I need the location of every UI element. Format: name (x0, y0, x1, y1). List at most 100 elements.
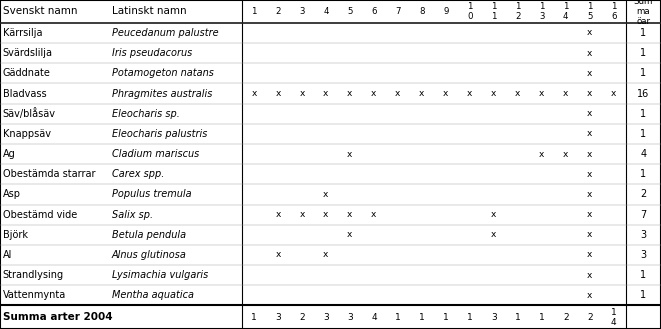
Text: 7: 7 (641, 210, 646, 220)
Text: x: x (587, 291, 592, 300)
Text: x: x (587, 49, 592, 58)
Text: x: x (275, 210, 281, 219)
Text: 1: 1 (515, 313, 521, 322)
Text: 1: 1 (641, 291, 646, 300)
Text: 1
0: 1 0 (467, 2, 473, 21)
Text: Cladium mariscus: Cladium mariscus (112, 149, 199, 159)
Text: 9: 9 (443, 7, 449, 16)
Text: 1: 1 (251, 313, 257, 322)
Text: Carex spp.: Carex spp. (112, 169, 165, 179)
Text: 1
6: 1 6 (611, 2, 617, 21)
Text: 16: 16 (637, 89, 650, 98)
Text: x: x (587, 69, 592, 78)
Text: x: x (467, 89, 473, 98)
Text: x: x (587, 210, 592, 219)
Text: x: x (347, 89, 352, 98)
Text: x: x (587, 250, 592, 260)
Text: 2: 2 (563, 313, 568, 322)
Text: 3: 3 (347, 313, 353, 322)
Text: Potamogeton natans: Potamogeton natans (112, 68, 214, 78)
Text: Björk: Björk (3, 230, 28, 240)
Text: 1: 1 (395, 313, 401, 322)
Text: x: x (587, 89, 592, 98)
Text: Obestämda starrar: Obestämda starrar (3, 169, 95, 179)
Text: Al: Al (3, 250, 12, 260)
Text: x: x (347, 230, 352, 239)
Text: Eleocharis palustris: Eleocharis palustris (112, 129, 208, 139)
Text: x: x (371, 210, 377, 219)
Text: x: x (539, 89, 545, 98)
Text: 3: 3 (275, 313, 281, 322)
Text: Kärrsilja: Kärrsilja (3, 28, 42, 38)
Text: Svärdslilja: Svärdslilja (3, 48, 53, 58)
Text: x: x (563, 89, 568, 98)
Text: Eleocharis sp.: Eleocharis sp. (112, 109, 180, 119)
Text: 1
1: 1 1 (491, 2, 496, 21)
Text: x: x (275, 89, 281, 98)
Text: 1
4: 1 4 (611, 308, 617, 327)
Text: Svenskt namn: Svenskt namn (3, 7, 77, 16)
Text: 3: 3 (299, 7, 305, 16)
Text: Säv/blåsäv: Säv/blåsäv (3, 108, 56, 119)
Text: x: x (491, 89, 496, 98)
Text: 3: 3 (323, 313, 329, 322)
Text: x: x (587, 29, 592, 38)
Text: 1: 1 (641, 48, 646, 58)
Text: 8: 8 (419, 7, 424, 16)
Text: Phragmites australis: Phragmites australis (112, 89, 212, 98)
Text: 7: 7 (395, 7, 401, 16)
Text: x: x (587, 230, 592, 239)
Text: Obestämd vide: Obestämd vide (3, 210, 77, 220)
Text: 1: 1 (641, 68, 646, 78)
Text: x: x (491, 210, 496, 219)
Text: Betula pendula: Betula pendula (112, 230, 186, 240)
Text: 5: 5 (347, 7, 353, 16)
Text: x: x (275, 250, 281, 260)
Text: 3: 3 (641, 230, 646, 240)
Text: 1: 1 (251, 7, 256, 16)
Text: 4: 4 (641, 149, 646, 159)
Text: x: x (491, 230, 496, 239)
Text: 1
3: 1 3 (539, 2, 545, 21)
Text: x: x (587, 150, 592, 159)
Text: Latinskt namn: Latinskt namn (112, 7, 186, 16)
Text: x: x (323, 190, 329, 199)
Text: x: x (323, 210, 329, 219)
Text: 1: 1 (539, 313, 545, 322)
Text: 3: 3 (641, 250, 646, 260)
Text: x: x (587, 170, 592, 179)
Text: x: x (419, 89, 424, 98)
Text: 1
2: 1 2 (515, 2, 521, 21)
Text: Ag: Ag (3, 149, 15, 159)
Text: 1: 1 (419, 313, 425, 322)
Text: x: x (587, 129, 592, 139)
Text: Gäddnate: Gäddnate (3, 68, 50, 78)
Text: Knappsäv: Knappsäv (3, 129, 51, 139)
Text: x: x (299, 89, 305, 98)
Text: Iris pseudacorus: Iris pseudacorus (112, 48, 192, 58)
Text: 1
4: 1 4 (563, 2, 568, 21)
Text: 1
5: 1 5 (587, 2, 592, 21)
Text: 1: 1 (467, 313, 473, 322)
Text: 1: 1 (641, 129, 646, 139)
Text: Alnus glutinosa: Alnus glutinosa (112, 250, 187, 260)
Text: Lysimachia vulgaris: Lysimachia vulgaris (112, 270, 208, 280)
Text: x: x (515, 89, 520, 98)
Text: 4: 4 (323, 7, 329, 16)
Text: x: x (299, 210, 305, 219)
Text: x: x (563, 150, 568, 159)
Text: x: x (323, 250, 329, 260)
Text: x: x (587, 109, 592, 118)
Text: 2: 2 (641, 190, 646, 199)
Text: 2: 2 (587, 313, 592, 322)
Text: 6: 6 (371, 7, 377, 16)
Text: x: x (611, 89, 617, 98)
Text: 4: 4 (371, 313, 377, 322)
Text: Populus tremula: Populus tremula (112, 190, 192, 199)
Text: Peucedanum palustre: Peucedanum palustre (112, 28, 219, 38)
Text: 1: 1 (641, 169, 646, 179)
Text: x: x (371, 89, 377, 98)
Text: Vattenmynta: Vattenmynta (3, 291, 66, 300)
Text: Sum
ma
öar: Sum ma öar (634, 0, 653, 26)
Text: 1: 1 (641, 270, 646, 280)
